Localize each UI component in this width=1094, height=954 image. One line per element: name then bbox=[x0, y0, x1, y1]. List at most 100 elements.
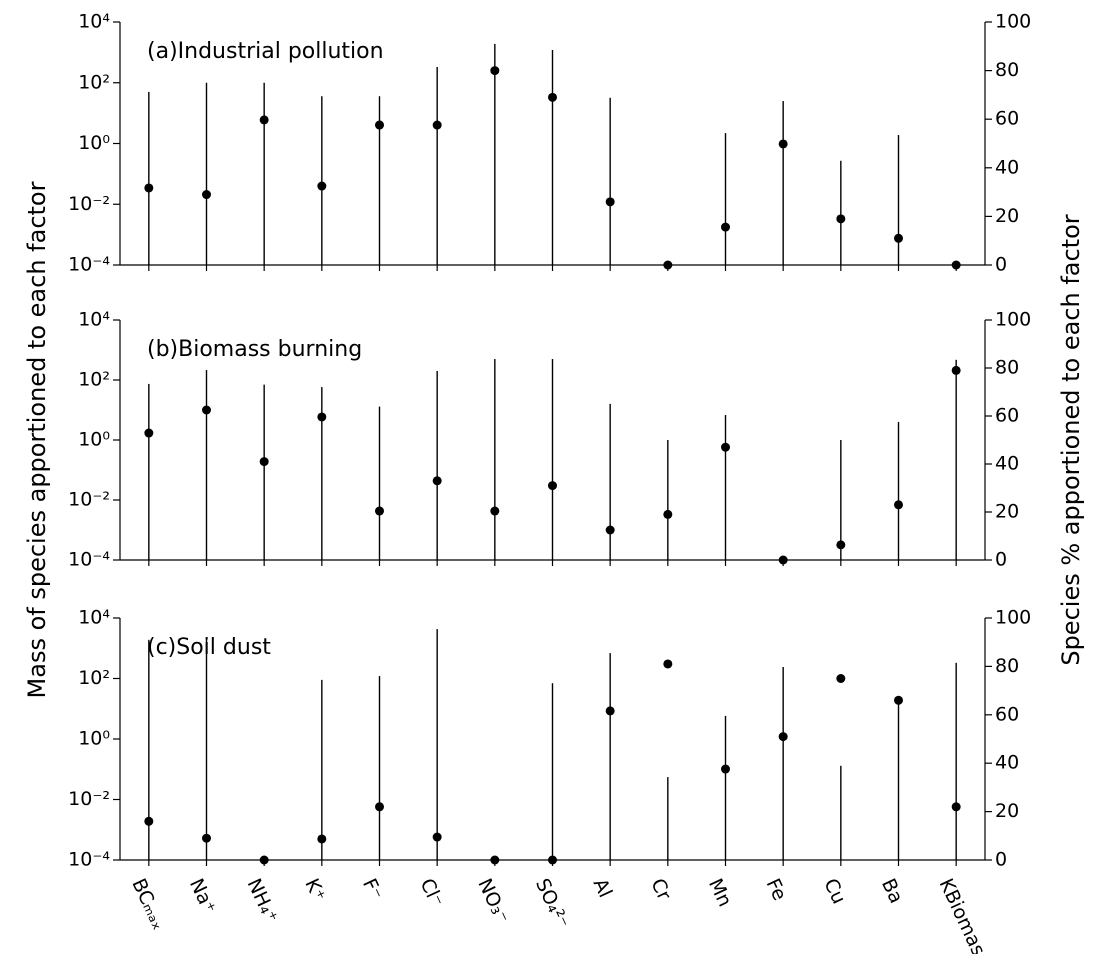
y-tick-label: 10⁰ bbox=[78, 429, 110, 451]
dot bbox=[721, 764, 730, 774]
bar bbox=[667, 777, 669, 860]
dot bbox=[663, 659, 673, 669]
dot bbox=[951, 260, 961, 270]
dot bbox=[202, 190, 211, 200]
dot bbox=[778, 732, 788, 742]
bar bbox=[551, 359, 554, 560]
x-tick-label: NO₃⁻ bbox=[473, 875, 513, 927]
y-tick-label: 10⁻² bbox=[68, 788, 110, 810]
bar bbox=[724, 133, 727, 265]
y2-tick-label: 40 bbox=[995, 453, 1019, 475]
dot bbox=[202, 833, 211, 843]
dot bbox=[663, 509, 673, 519]
y2-tick-label: 60 bbox=[995, 108, 1019, 130]
x-tick-label: Na⁺ bbox=[185, 875, 220, 917]
y-tick-label: 10⁰ bbox=[78, 132, 110, 154]
panel-title: (c)Soil dust bbox=[147, 635, 271, 660]
bar bbox=[148, 383, 150, 560]
bar bbox=[955, 662, 957, 860]
x-tick-label: Cr bbox=[646, 875, 675, 904]
dot bbox=[317, 834, 327, 844]
dot bbox=[432, 120, 442, 130]
bar bbox=[609, 97, 611, 265]
dot bbox=[778, 555, 788, 565]
y-tick-label: 10⁻² bbox=[68, 489, 110, 511]
dot bbox=[548, 481, 557, 491]
bar bbox=[263, 384, 265, 560]
bar bbox=[494, 359, 496, 560]
x-tick-label: Al bbox=[589, 875, 617, 901]
y2-tick-label: 0 bbox=[995, 254, 1007, 276]
dot bbox=[317, 181, 327, 191]
dot bbox=[605, 525, 615, 535]
y2-tick-label: 80 bbox=[995, 59, 1019, 81]
panel-title: (b)Biomass burning bbox=[147, 337, 362, 362]
x-tick-label: Fe bbox=[762, 875, 791, 904]
dot bbox=[375, 802, 384, 812]
y2-tick-label: 40 bbox=[995, 156, 1019, 178]
dot bbox=[894, 500, 903, 510]
y2-tick-label: 60 bbox=[995, 405, 1019, 427]
y2-tick-label: 60 bbox=[995, 703, 1019, 725]
dot bbox=[721, 222, 730, 232]
bar bbox=[378, 676, 381, 860]
x-tick-label: NH₄⁺ bbox=[243, 875, 282, 926]
y-tick-label: 10⁰ bbox=[78, 728, 110, 750]
dot bbox=[605, 706, 615, 716]
x-tick-label: K⁺ bbox=[300, 875, 329, 905]
bar bbox=[782, 101, 784, 266]
bar bbox=[609, 403, 611, 560]
x-tick-label: F⁻ bbox=[358, 875, 387, 903]
dot bbox=[951, 365, 961, 375]
dot bbox=[490, 66, 500, 76]
x-tick-label: Ba bbox=[877, 875, 907, 907]
y-tick-label: 10⁴ bbox=[78, 607, 110, 629]
bar bbox=[782, 666, 784, 860]
y2-tick-label: 100 bbox=[995, 309, 1031, 331]
y2-tick-label: 0 bbox=[995, 549, 1007, 571]
bar bbox=[205, 82, 208, 265]
bar bbox=[840, 160, 842, 265]
panel-title: (a)Industrial pollution bbox=[147, 39, 384, 64]
x-tick-label: SO₄²⁻ bbox=[531, 875, 573, 932]
y-tick-label: 10² bbox=[78, 71, 110, 93]
bar bbox=[378, 96, 381, 265]
y2-tick-label: 20 bbox=[995, 501, 1019, 523]
bar bbox=[609, 653, 611, 860]
y-tick-label: 10⁻⁴ bbox=[68, 254, 110, 276]
dot bbox=[144, 428, 154, 438]
bar bbox=[667, 440, 669, 560]
bar bbox=[321, 679, 323, 860]
dot bbox=[721, 442, 730, 452]
dot bbox=[490, 506, 500, 516]
bar bbox=[436, 370, 438, 560]
y2-axis-label: Species % apportioned to each factor bbox=[1057, 214, 1085, 665]
dot bbox=[375, 506, 384, 516]
dot bbox=[894, 233, 903, 243]
bar bbox=[205, 370, 208, 560]
dot bbox=[663, 260, 673, 270]
bar bbox=[321, 96, 323, 265]
y-tick-label: 10² bbox=[78, 667, 110, 689]
y2-tick-label: 80 bbox=[995, 357, 1019, 379]
bar bbox=[436, 629, 438, 860]
dot bbox=[836, 674, 846, 683]
y-tick-label: 10⁻² bbox=[68, 193, 110, 215]
y2-tick-label: 20 bbox=[995, 800, 1019, 822]
y2-tick-label: 100 bbox=[995, 607, 1031, 629]
y-tick-label: 10² bbox=[78, 369, 110, 391]
dot bbox=[605, 197, 615, 207]
dot bbox=[432, 832, 442, 842]
y-axis-label: Mass of species apportioned to each fact… bbox=[23, 181, 51, 698]
bar bbox=[840, 765, 842, 860]
bar bbox=[148, 639, 150, 860]
dot bbox=[259, 457, 269, 467]
bar bbox=[205, 637, 208, 860]
bar bbox=[436, 67, 438, 265]
dot bbox=[951, 802, 961, 812]
y2-tick-label: 0 bbox=[995, 849, 1007, 871]
dot bbox=[144, 183, 154, 193]
y2-tick-label: 80 bbox=[995, 655, 1019, 677]
y-tick-label: 10⁻⁴ bbox=[68, 849, 110, 871]
